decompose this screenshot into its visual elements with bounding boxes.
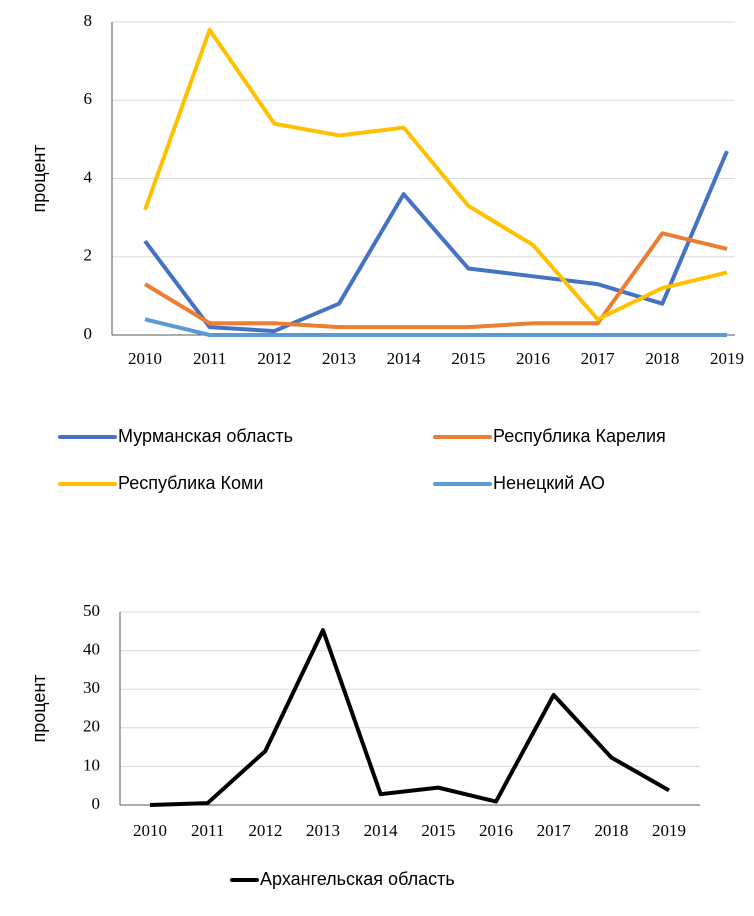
x-tick-label: 2017	[537, 821, 572, 840]
x-tick-label: 2011	[193, 349, 226, 368]
x-tick-label: 2013	[306, 821, 340, 840]
y-axis-label: процент	[29, 144, 49, 212]
series-line	[143, 27, 728, 322]
x-tick-label: 2015	[451, 349, 485, 368]
y-tick-label: 30	[83, 678, 100, 697]
series-line	[144, 317, 727, 337]
x-tick-label: 2016	[479, 821, 513, 840]
x-tick-label: 2012	[257, 349, 291, 368]
x-tick-label: 2012	[248, 821, 282, 840]
legend-label: Архангельская область	[260, 869, 455, 889]
legend-label: Республика Коми	[118, 473, 263, 493]
series-line	[143, 150, 729, 334]
series-line	[149, 628, 670, 807]
y-axis-label: процент	[29, 674, 49, 742]
y-tick-label: 10	[83, 755, 100, 774]
y-tick-label: 6	[84, 89, 93, 108]
x-tick-label: 2013	[322, 349, 356, 368]
series-line	[143, 231, 728, 330]
y-tick-label: 4	[84, 167, 93, 186]
x-tick-label: 2018	[594, 821, 628, 840]
y-tick-label: 0	[92, 794, 101, 813]
x-tick-label: 2019	[652, 821, 686, 840]
x-tick-label: 2015	[421, 821, 455, 840]
y-tick-label: 50	[83, 601, 100, 620]
y-tick-label: 2	[84, 246, 93, 265]
x-tick-label: 2019	[710, 349, 744, 368]
x-tick-label: 2014	[387, 349, 422, 368]
y-tick-label: 0	[84, 324, 93, 343]
x-tick-label: 2014	[364, 821, 399, 840]
x-tick-label: 2018	[645, 349, 679, 368]
y-tick-label: 8	[84, 11, 93, 30]
legend-label: Ненецкий АО	[493, 473, 605, 493]
legend-label: Республика Карелия	[493, 426, 666, 446]
x-tick-label: 2017	[581, 349, 616, 368]
x-tick-label: 2010	[133, 821, 167, 840]
y-tick-label: 20	[83, 717, 100, 736]
x-tick-label: 2016	[516, 349, 550, 368]
legend-label: Мурманская область	[118, 426, 293, 446]
x-tick-label: 2011	[191, 821, 224, 840]
y-tick-label: 40	[83, 640, 100, 659]
x-tick-label: 2010	[128, 349, 162, 368]
